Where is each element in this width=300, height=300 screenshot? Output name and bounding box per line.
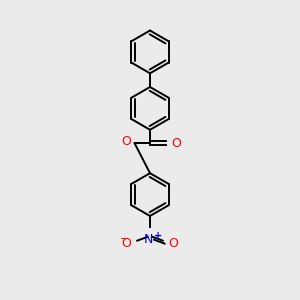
Text: O: O — [169, 237, 178, 250]
Text: N: N — [144, 232, 153, 246]
Text: +: + — [154, 231, 163, 241]
Text: O: O — [171, 137, 181, 150]
Text: O: O — [121, 135, 131, 148]
Text: −: − — [119, 234, 129, 244]
Text: O: O — [122, 237, 131, 250]
